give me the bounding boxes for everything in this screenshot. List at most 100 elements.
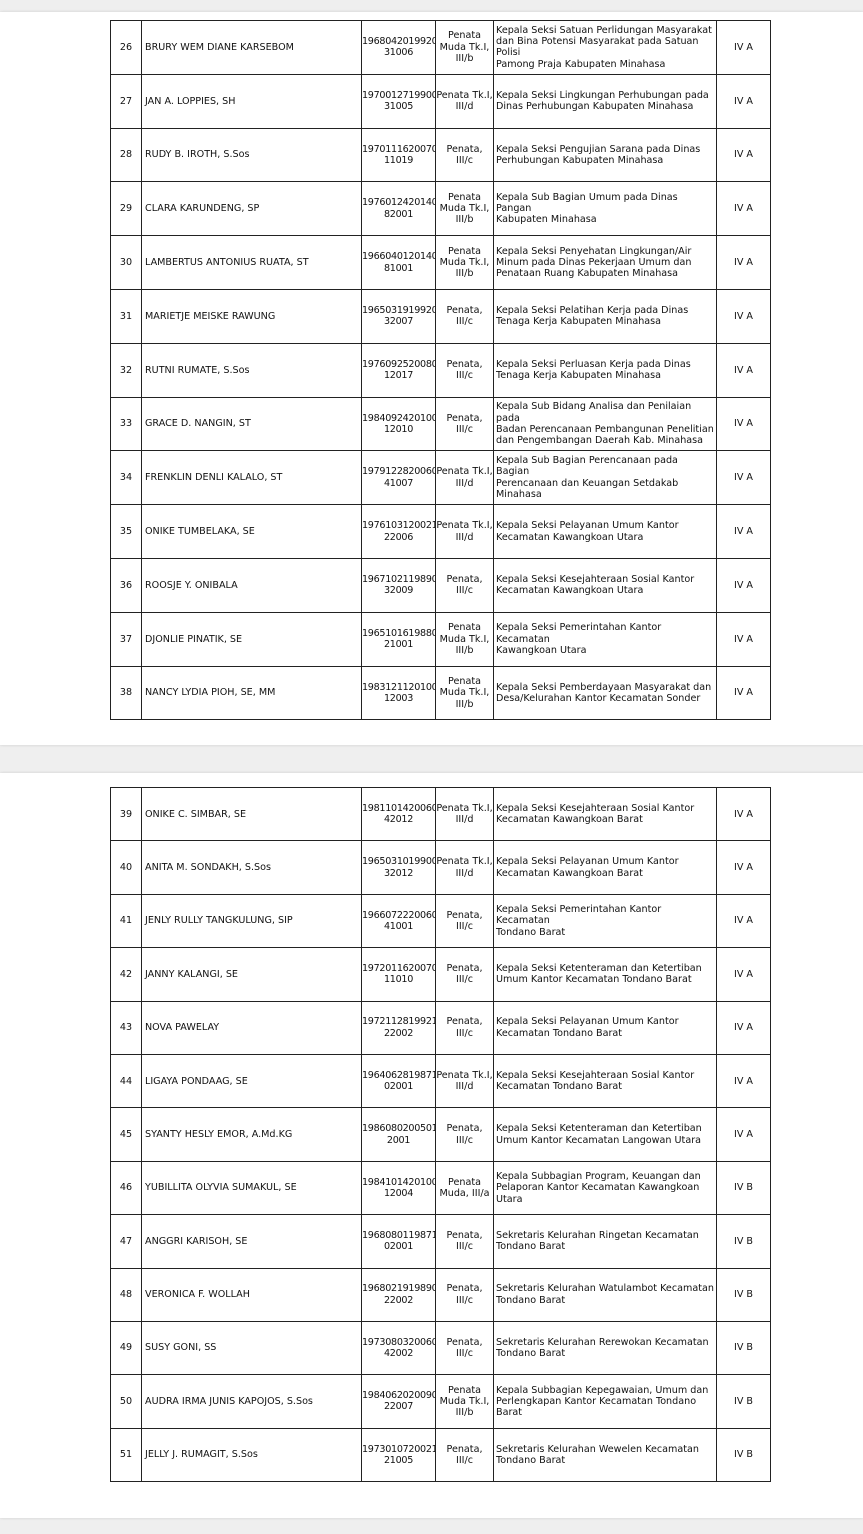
- row-number: 50: [110, 1374, 142, 1429]
- employee-name: ROOSJE Y. ONIBALA: [141, 557, 362, 613]
- employee-nip: 1968080119871 02001: [361, 1214, 436, 1269]
- row-number: 31: [110, 288, 142, 344]
- employee-nip: 1968042019920 31006: [361, 20, 436, 75]
- employee-position: Kepala Seksi Pengujian Sarana pada Dinas…: [493, 127, 717, 183]
- employee-eselon: IV A: [716, 127, 771, 183]
- employee-eselon: IV A: [716, 504, 771, 559]
- row-number: 33: [110, 396, 142, 452]
- table-row: 49 SUSY GONI, SS 1973080320060 42002 Penata…: [110, 1320, 771, 1376]
- employee-eselon: IV B: [716, 1427, 771, 1483]
- employee-rank: Penata, III/c: [435, 1267, 494, 1322]
- employee-nip: 1972112819921 22002: [361, 1000, 436, 1055]
- employee-nip: 1964062819871 02001: [361, 1053, 436, 1109]
- employee-nip: 1967102119890 32009: [361, 557, 436, 613]
- employee-position: Kepala Seksi Pemerintahan Kantor Kecamat…: [493, 611, 717, 667]
- table-row: 42 JANNY KALANGI, SE 1972011620070 11010 Pe…: [110, 947, 771, 1002]
- employee-position: Kepala Sub Bagian Perencanaan pada Bagia…: [493, 450, 717, 506]
- table-row: 43 NOVA PAWELAY 1972112819921 22002 Penata,…: [110, 1000, 771, 1055]
- document-page-1: 26 BRURY WEM DIANE KARSEBOM 1968042019920 …: [0, 12, 863, 745]
- employee-rank: Penata, III/c: [435, 1214, 494, 1269]
- employee-name: GRACE D. NANGIN, ST: [141, 396, 362, 452]
- employee-eselon: IV A: [716, 73, 771, 129]
- table-row: 31 MARIETJE MEISKE RAWUNG 1965031919920 32…: [110, 288, 771, 344]
- employee-nip: 1976012420140 82001: [361, 181, 436, 237]
- table-row: 36 ROOSJE Y. ONIBALA 1967102119890 32009 Pe…: [110, 557, 771, 613]
- employee-name: ANITA M. SONDAKH, S.Sos: [141, 840, 362, 895]
- employee-position: Kepala Seksi Lingkungan Perhubungan pada…: [493, 73, 717, 129]
- table-row: 37 DJONLIE PINATIK, SE 1965101619880 21001…: [110, 611, 771, 667]
- row-number: 44: [110, 1053, 142, 1109]
- row-number: 46: [110, 1160, 142, 1216]
- row-number: 43: [110, 1000, 142, 1055]
- table-row: 26 BRURY WEM DIANE KARSEBOM 1968042019920 …: [110, 20, 771, 75]
- employee-rank: Penata Tk.I, III/d: [435, 73, 494, 129]
- employee-nip: 1970012719900 31005: [361, 73, 436, 129]
- employee-position: Kepala Seksi Ketenteraman dan Ketertiban…: [493, 947, 717, 1002]
- employee-name: LIGAYA PONDAAG, SE: [141, 1053, 362, 1109]
- employee-position: Kepala Seksi Kesejahteraan Sosial Kantor…: [493, 786, 717, 842]
- employee-nip: 1983121120100 12003: [361, 665, 436, 721]
- employee-rank: Penata Muda Tk.I, III/b: [435, 235, 494, 290]
- employee-rank: Penata, III/c: [435, 893, 494, 949]
- row-number: 28: [110, 127, 142, 183]
- employee-name: DJONLIE PINATIK, SE: [141, 611, 362, 667]
- row-number: 41: [110, 893, 142, 949]
- employee-eselon: IV B: [716, 1320, 771, 1376]
- employee-position: Sekretaris Kelurahan Rerewokan Kecamatan…: [493, 1320, 717, 1376]
- employee-nip: 1973080320060 42002: [361, 1320, 436, 1376]
- table-row: 29 CLARA KARUNDENG, SP 1976012420140 82001…: [110, 181, 771, 237]
- employee-position: Sekretaris Kelurahan Ringetan Kecamatan …: [493, 1214, 717, 1269]
- employee-eselon: IV B: [716, 1214, 771, 1269]
- row-number: 49: [110, 1320, 142, 1376]
- employee-table: 26 BRURY WEM DIANE KARSEBOM 1968042019920 …: [110, 20, 771, 721]
- row-number: 27: [110, 73, 142, 129]
- employee-nip: 1984062020090 22007: [361, 1374, 436, 1429]
- employee-eselon: IV A: [716, 288, 771, 344]
- row-number: 40: [110, 840, 142, 895]
- table-row: 34 FRENKLIN DENLI KALALO, ST 1979122820060…: [110, 450, 771, 506]
- employee-position: Kepala Sub Bagian Umum pada Dinas Pangan…: [493, 181, 717, 237]
- row-number: 51: [110, 1427, 142, 1483]
- employee-eselon: IV A: [716, 450, 771, 506]
- employee-position: Kepala Seksi Perluasan Kerja pada Dinas …: [493, 342, 717, 398]
- employee-eselon: IV A: [716, 181, 771, 237]
- table-row: 38 NANCY LYDIA PIOH, SE, MM 1983121120100 …: [110, 665, 771, 721]
- employee-rank: Penata Tk.I, III/d: [435, 504, 494, 559]
- employee-rank: Penata, III/c: [435, 1107, 494, 1162]
- row-number: 35: [110, 504, 142, 559]
- row-number: 32: [110, 342, 142, 398]
- table-row: 28 RUDY B. IROTH, S.Sos 1970111620070 1101…: [110, 127, 771, 183]
- employee-rank: Penata, III/c: [435, 1000, 494, 1055]
- employee-nip: 1986080200501 2001: [361, 1107, 436, 1162]
- employee-name: JANNY KALANGI, SE: [141, 947, 362, 1002]
- employee-name: ONIKE TUMBELAKA, SE: [141, 504, 362, 559]
- table-row: 33 GRACE D. NANGIN, ST 1984092420100 12010…: [110, 396, 771, 452]
- row-number: 38: [110, 665, 142, 721]
- employee-nip: 1966072220060 41001: [361, 893, 436, 949]
- employee-rank: Penata, III/c: [435, 557, 494, 613]
- table-row: 35 ONIKE TUMBELAKA, SE 1976103120021 22006…: [110, 504, 771, 559]
- employee-nip: 1976103120021 22006: [361, 504, 436, 559]
- employee-position: Kepala Seksi Pelayanan Umum Kantor Kecam…: [493, 840, 717, 895]
- employee-nip: 1984101420100 12004: [361, 1160, 436, 1216]
- table-row: 44 LIGAYA PONDAAG, SE 1964062819871 02001 P…: [110, 1053, 771, 1109]
- employee-eselon: IV A: [716, 1000, 771, 1055]
- employee-position: Kepala Seksi Ketenteraman dan Ketertiban…: [493, 1107, 717, 1162]
- table-row: 50 AUDRA IRMA JUNIS KAPOJOS, S.Sos 1984062…: [110, 1374, 771, 1429]
- table-row: 41 JENLY RULLY TANGKULUNG, SIP 19660722200…: [110, 893, 771, 949]
- table-row: 48 VERONICA F. WOLLAH 1968021919890 22002 P…: [110, 1267, 771, 1322]
- employee-nip: 1966040120140 81001: [361, 235, 436, 290]
- employee-position: Sekretaris Kelurahan Wewelen Kecamatan T…: [493, 1427, 717, 1483]
- employee-name: YUBILLITA OLYVIA SUMAKUL, SE: [141, 1160, 362, 1216]
- employee-name: MARIETJE MEISKE RAWUNG: [141, 288, 362, 344]
- employee-nip: 1965101619880 21001: [361, 611, 436, 667]
- employee-nip: 1984092420100 12010: [361, 396, 436, 452]
- employee-nip: 1972011620070 11010: [361, 947, 436, 1002]
- employee-position: Kepala Seksi Kesejahteraan Sosial Kantor…: [493, 557, 717, 613]
- row-number: 42: [110, 947, 142, 1002]
- employee-rank: Penata Muda Tk.I, III/b: [435, 611, 494, 667]
- employee-eselon: IV A: [716, 557, 771, 613]
- table-row: 32 RUTNI RUMATE, S.Sos 1976092520080 12017…: [110, 342, 771, 398]
- employee-nip: 1965031019900 32012: [361, 840, 436, 895]
- table-row: 39 ONIKE C. SIMBAR, SE 1981101420060 42012…: [110, 786, 771, 842]
